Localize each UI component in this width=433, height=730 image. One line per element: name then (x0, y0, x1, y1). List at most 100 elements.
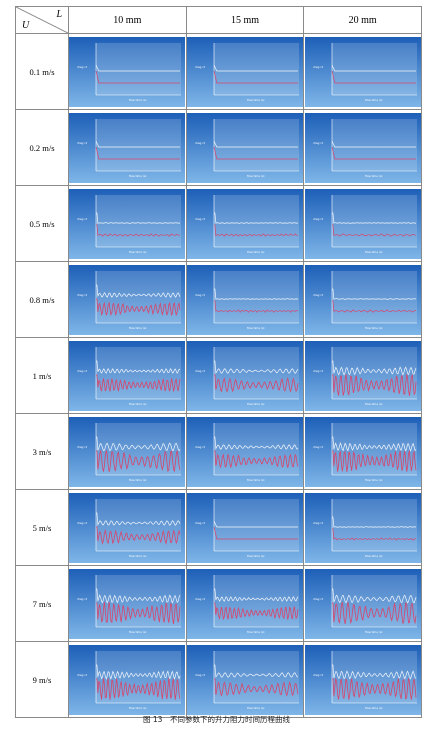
time-history-plot: drag ct flow time (s) (186, 112, 303, 183)
time-history-plot: drag ct flow time (s) (69, 340, 186, 411)
time-history-plot: drag ct flow time (s) (304, 112, 421, 183)
drag-curve (213, 140, 298, 147)
x-axis-label: flow time (s) (129, 174, 147, 178)
plot-cell: drag ct flow time (s) (185, 641, 305, 718)
y-axis-label: drag ct (77, 521, 88, 525)
plot-area (213, 422, 299, 475)
row-header-speed: 0.8 m/s (15, 261, 69, 338)
y-axis-label: drag ct (195, 141, 206, 145)
time-history-plot: drag ct flow time (s) (186, 188, 303, 259)
lift-curve (213, 146, 298, 159)
lift-curve (96, 677, 181, 700)
column-header-15mm: 15 mm (185, 6, 305, 34)
speed-row: 0.2 m/s drag ct flow time (s) drag ct flow t… (15, 109, 422, 186)
time-history-plot: drag ct flow time (s) (304, 340, 421, 411)
panel-background (69, 492, 186, 563)
x-axis-label: flow time (s) (247, 326, 265, 330)
drag-curve (331, 64, 416, 71)
y-axis-label: drag ct (77, 217, 88, 221)
lift-curve (96, 526, 181, 545)
x-axis-label: flow time (s) (247, 402, 265, 406)
plot-area (331, 346, 417, 399)
panel-background (186, 492, 303, 563)
row-header-speed: 1 m/s (15, 337, 69, 414)
x-axis-label: flow time (s) (365, 402, 383, 406)
x-axis-label: flow time (s) (365, 326, 383, 330)
lift-curve (213, 224, 298, 237)
lift-curve (96, 374, 181, 392)
time-history-plot: drag ct flow time (s) (304, 492, 421, 563)
panel-background (69, 340, 186, 411)
plot-area (331, 42, 417, 95)
lift-curve (96, 601, 181, 624)
x-axis-label: flow time (s) (247, 630, 265, 634)
x-axis-label: flow time (s) (365, 706, 383, 710)
y-axis-label: drag ct (313, 217, 324, 221)
panel-background (69, 188, 186, 259)
plot-cell: drag ct flow time (s) (185, 565, 305, 642)
time-history-plot: drag ct flow time (s) (69, 644, 186, 715)
figure-table: L U 10 mm 15 mm 20 mm 0.1 m/s drag ct flow… (15, 6, 422, 718)
y-axis-label: drag ct (195, 293, 206, 297)
lift-curve (331, 373, 417, 396)
panel-background (304, 264, 421, 335)
drag-curve (331, 360, 416, 376)
drag-curve (96, 212, 181, 224)
speed-row: 9 m/s drag ct flow time (s) drag ct flow tim… (15, 641, 422, 718)
panel-background (186, 416, 303, 487)
y-axis-label: drag ct (313, 521, 324, 525)
y-axis-label: drag ct (195, 445, 206, 449)
speed-row: 0.1 m/s drag ct flow time (s) drag ct flow t… (15, 33, 422, 110)
plot-cell: drag ct flow time (s) (68, 337, 187, 414)
plot-cell: drag ct flow time (s) (303, 185, 422, 262)
panel-background (186, 36, 303, 107)
plot-cell: drag ct flow time (s) (68, 413, 187, 490)
plot-area (96, 270, 182, 323)
figure-body: 0.1 m/s drag ct flow time (s) drag ct flow t… (15, 33, 422, 718)
drag-curve (96, 284, 181, 298)
lift-curve (96, 449, 181, 473)
column-header-10mm: 10 mm (68, 6, 187, 34)
lift-curve (95, 146, 181, 159)
time-history-plot: drag ct flow time (s) (69, 264, 186, 335)
drag-curve (213, 288, 299, 300)
plot-area (96, 194, 182, 247)
lift-curve (213, 602, 299, 620)
row-variable-label: U (22, 20, 30, 31)
plot-cell: drag ct flow time (s) (185, 261, 305, 338)
time-history-plot: drag ct flow time (s) (186, 416, 303, 487)
drag-curve (331, 664, 416, 680)
x-axis-label: flow time (s) (129, 98, 147, 102)
drag-curve (96, 64, 181, 71)
lift-curve (331, 300, 416, 313)
plot-area (213, 118, 299, 171)
lift-curve (213, 300, 299, 313)
drag-curve (331, 436, 416, 452)
speed-row: 3 m/s drag ct flow time (s) drag ct flow tim… (15, 413, 422, 490)
x-axis-label: flow time (s) (247, 250, 265, 254)
plot-cell: drag ct flow time (s) (68, 261, 187, 338)
lift-curve (331, 601, 417, 624)
panel-background (304, 36, 421, 107)
panel-background (304, 568, 421, 639)
panel-background (186, 340, 303, 411)
time-history-plot: drag ct flow time (s) (304, 36, 421, 107)
x-axis-label: flow time (s) (129, 250, 147, 254)
row-header-speed: 0.5 m/s (15, 185, 69, 262)
time-history-plot: drag ct flow time (s) (304, 264, 421, 335)
plot-cell: drag ct flow time (s) (185, 337, 305, 414)
lift-curve (213, 374, 299, 393)
y-axis-label: drag ct (313, 597, 324, 601)
time-history-plot: drag ct flow time (s) (69, 112, 186, 183)
drag-curve (331, 588, 416, 604)
column-header-20mm: 20 mm (303, 6, 422, 34)
plot-cell: drag ct flow time (s) (68, 33, 187, 110)
plot-cell: drag ct flow time (s) (303, 337, 422, 414)
y-axis-label: drag ct (77, 597, 88, 601)
time-history-plot: drag ct flow time (s) (304, 568, 421, 639)
x-axis-label: flow time (s) (129, 554, 147, 558)
plot-cell: drag ct flow time (s) (303, 261, 422, 338)
panel-background (186, 644, 303, 715)
lift-curve (213, 70, 298, 83)
x-axis-label: flow time (s) (247, 554, 265, 558)
